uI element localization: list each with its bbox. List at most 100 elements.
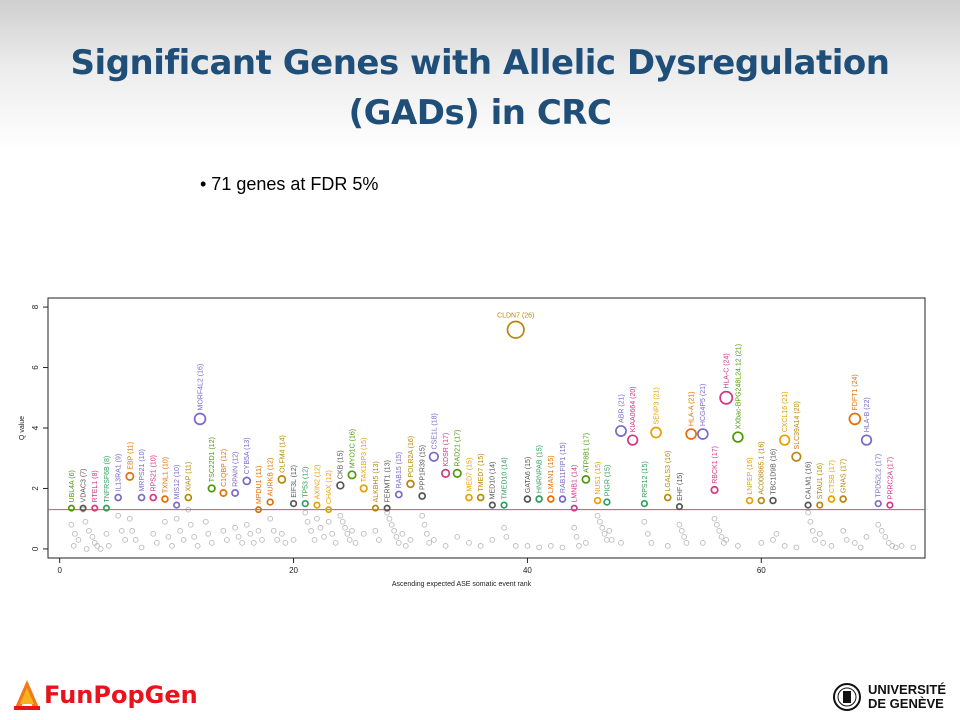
gene-label: MPDU1 (11) bbox=[256, 466, 263, 504]
nonsig-point bbox=[573, 533, 580, 540]
nonsig-point bbox=[421, 521, 428, 528]
gene-point bbox=[207, 484, 216, 493]
gene-point bbox=[640, 499, 649, 508]
nonsig-point bbox=[875, 521, 882, 528]
nonsig-point bbox=[132, 537, 139, 543]
gene-label: C1QBP (12) bbox=[221, 449, 228, 487]
nonsig-point bbox=[352, 540, 359, 546]
gene-point bbox=[816, 501, 824, 509]
y-tick-label: 0 bbox=[31, 546, 40, 551]
nonsig-point bbox=[812, 537, 818, 543]
nonsig-point bbox=[716, 527, 723, 534]
nonsig-point bbox=[203, 518, 209, 525]
gene-label: RAB11FIP1 (15) bbox=[560, 442, 567, 493]
gene-label: CHAX (12) bbox=[326, 470, 333, 504]
gene-label: RTEL1 (8) bbox=[92, 470, 99, 502]
nonsig-point bbox=[267, 515, 274, 522]
x-tick-label: 20 bbox=[289, 566, 298, 575]
gene-point bbox=[219, 489, 228, 497]
nonsig-point bbox=[302, 509, 309, 516]
gene-label: LNPEP (16) bbox=[747, 457, 754, 494]
gene-point bbox=[710, 485, 719, 495]
nonsig-point bbox=[597, 518, 603, 525]
gene-point bbox=[440, 468, 451, 478]
nonsig-point bbox=[290, 537, 297, 543]
nonsig-point bbox=[820, 540, 827, 546]
nonsig-point bbox=[681, 533, 687, 540]
gene-point bbox=[769, 496, 777, 505]
nonsig-point bbox=[304, 518, 311, 525]
nonsig-point bbox=[224, 537, 230, 543]
unige-line-1: UNIVERSITÉ bbox=[867, 682, 946, 697]
nonsig-point bbox=[840, 527, 846, 534]
x-tick-label: 60 bbox=[757, 566, 766, 575]
nonsig-point bbox=[332, 540, 339, 546]
gene-label: AURKB (12) bbox=[268, 458, 275, 497]
gene-label: XIAP (11) bbox=[186, 462, 193, 492]
gene-point bbox=[697, 428, 709, 440]
gene-point bbox=[500, 501, 508, 509]
gene-point bbox=[149, 493, 158, 502]
gene-point bbox=[173, 501, 181, 509]
nonsig-point bbox=[173, 515, 180, 522]
nonsig-point bbox=[321, 533, 327, 540]
gene-point bbox=[114, 493, 122, 502]
nonsig-point bbox=[177, 527, 183, 534]
gene-label: PIGR (15) bbox=[604, 465, 611, 497]
gene-label: LGALS3 (16) bbox=[665, 451, 672, 492]
nonsig-point bbox=[83, 546, 90, 552]
nonsig-point bbox=[419, 512, 426, 519]
nonsig-point bbox=[243, 521, 250, 528]
gene-point bbox=[745, 496, 754, 505]
nonsig-point bbox=[386, 515, 393, 522]
nonsig-point bbox=[191, 533, 198, 540]
gene-label: NUS1 (15) bbox=[595, 462, 602, 495]
gene-label: EIF3L (12) bbox=[291, 465, 298, 498]
nonsig-point bbox=[536, 544, 542, 551]
gene-label: CXCL16 (21) bbox=[782, 391, 789, 432]
nonsig-point bbox=[758, 540, 765, 546]
nonsig-point bbox=[816, 530, 823, 537]
nonsig-point bbox=[279, 530, 285, 537]
gene-label: HLA-C (24) bbox=[724, 353, 731, 388]
gene-point bbox=[394, 490, 403, 499]
gene-label: EBP (11) bbox=[127, 442, 134, 470]
nonsig-point bbox=[235, 533, 242, 540]
nonsig-point bbox=[372, 527, 379, 534]
nonsig-point bbox=[82, 518, 89, 525]
gene-point bbox=[465, 493, 473, 502]
unige-line-2: DE GENÈVE bbox=[867, 696, 944, 711]
nonsig-point bbox=[165, 533, 172, 540]
title-line-2: (GADs) in CRC bbox=[348, 93, 612, 133]
gene-point bbox=[277, 474, 287, 484]
gene-point bbox=[137, 493, 146, 502]
nonsig-point bbox=[604, 537, 610, 543]
gene-label: TAX1BP3 (15) bbox=[361, 438, 368, 483]
gene-point bbox=[804, 501, 812, 509]
gene-point bbox=[650, 426, 662, 439]
nonsig-point bbox=[232, 524, 238, 531]
nonsig-point bbox=[89, 533, 96, 540]
nonsig-point bbox=[489, 537, 496, 543]
gene-label: MED7 (15) bbox=[466, 458, 473, 492]
gene-point bbox=[301, 499, 309, 508]
nonsig-point bbox=[391, 527, 397, 534]
nonsig-point bbox=[501, 524, 507, 531]
gene-label: ATP8B1 (17) bbox=[583, 433, 590, 473]
nonsig-point bbox=[153, 540, 160, 546]
y-tick-label: 2 bbox=[31, 486, 40, 491]
gene-point bbox=[406, 479, 415, 489]
funpopgen-logo: FunPopGen bbox=[12, 676, 198, 714]
gene-label: OLFM4 (14) bbox=[279, 435, 286, 473]
nonsig-point bbox=[317, 524, 324, 531]
nonsig-point bbox=[129, 527, 136, 534]
nonsig-point bbox=[805, 509, 811, 516]
gene-point bbox=[685, 428, 697, 440]
gene-label: LMAN1 (15) bbox=[548, 455, 555, 493]
title-line-1: Significant Genes with Allelic Dysregula… bbox=[70, 43, 890, 83]
nonsig-point bbox=[442, 543, 449, 549]
nonsig-point bbox=[308, 527, 314, 534]
nonsig-point bbox=[809, 527, 816, 534]
unige-logo: UNIVERSITÉ DE GENÈVE bbox=[832, 680, 946, 714]
nonsig-point bbox=[150, 530, 157, 537]
